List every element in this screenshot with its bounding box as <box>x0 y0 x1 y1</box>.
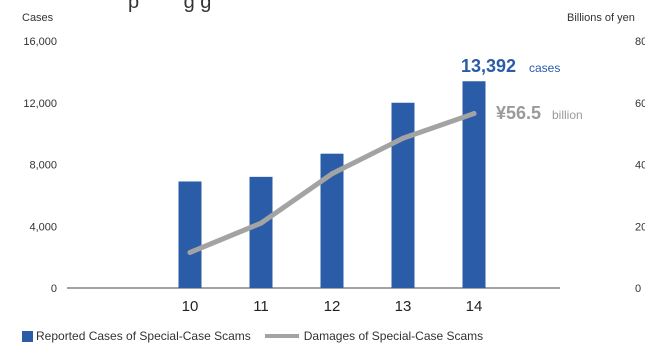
left-tick-label: 16,000 <box>23 36 57 48</box>
cases-callout-unit: cases <box>529 61 560 75</box>
damages-callout-value: ¥56.5 <box>496 103 541 123</box>
right-tick-label: 60 <box>635 98 645 110</box>
x-tick-label: 10 <box>182 298 199 315</box>
cases-callout-value: 13,392 <box>461 56 516 76</box>
legend-bar-label: Reported Cases of Special-Case Scams <box>36 329 251 343</box>
legend: Reported Cases of Special-Case Scams Dam… <box>22 329 483 343</box>
chart-title-fragment: p g g <box>128 0 211 13</box>
x-tick-label: 12 <box>324 298 341 315</box>
bar-14 <box>462 81 486 288</box>
bar-13 <box>391 102 415 288</box>
bar-10 <box>178 181 202 288</box>
x-tick-label: 13 <box>395 298 412 315</box>
legend-line-label: Damages of Special-Case Scams <box>303 329 484 343</box>
x-tick-label: 14 <box>466 298 483 315</box>
bar-11 <box>249 176 273 288</box>
right-axis-ticks: 0 20 40 60 80 <box>635 36 645 295</box>
x-axis-ticks: 10 11 12 13 14 <box>182 298 483 315</box>
left-axis-ticks: 0 4,000 8,000 12,000 16,000 <box>23 36 57 295</box>
bar-12 <box>320 153 344 288</box>
right-tick-label: 20 <box>635 221 645 233</box>
damages-point-12 <box>329 171 335 177</box>
damages-point-14 <box>471 111 477 117</box>
left-tick-label: 4,000 <box>29 221 57 233</box>
left-axis-unit: Cases <box>22 12 54 24</box>
damages-callout-unit: billion <box>552 108 583 122</box>
right-tick-label: 40 <box>635 160 645 172</box>
x-tick-label: 11 <box>253 298 269 315</box>
right-axis-unit: Billions of yen <box>567 12 635 24</box>
damages-point-10 <box>187 249 193 255</box>
damages-point-13 <box>400 135 406 141</box>
legend-line-swatch <box>264 334 299 338</box>
left-tick-label: 0 <box>51 283 57 295</box>
legend-bar-swatch <box>22 330 33 342</box>
bar-series <box>178 81 486 288</box>
damages-point-11 <box>258 220 264 226</box>
left-tick-label: 12,000 <box>23 98 57 110</box>
right-tick-label: 0 <box>635 283 641 295</box>
left-tick-label: 8,000 <box>29 160 57 172</box>
line-series <box>187 111 477 255</box>
damages-callout: ¥56.5 billion <box>496 103 583 123</box>
right-tick-label: 80 <box>635 36 645 48</box>
cases-callout: 13,392 cases <box>461 56 560 76</box>
